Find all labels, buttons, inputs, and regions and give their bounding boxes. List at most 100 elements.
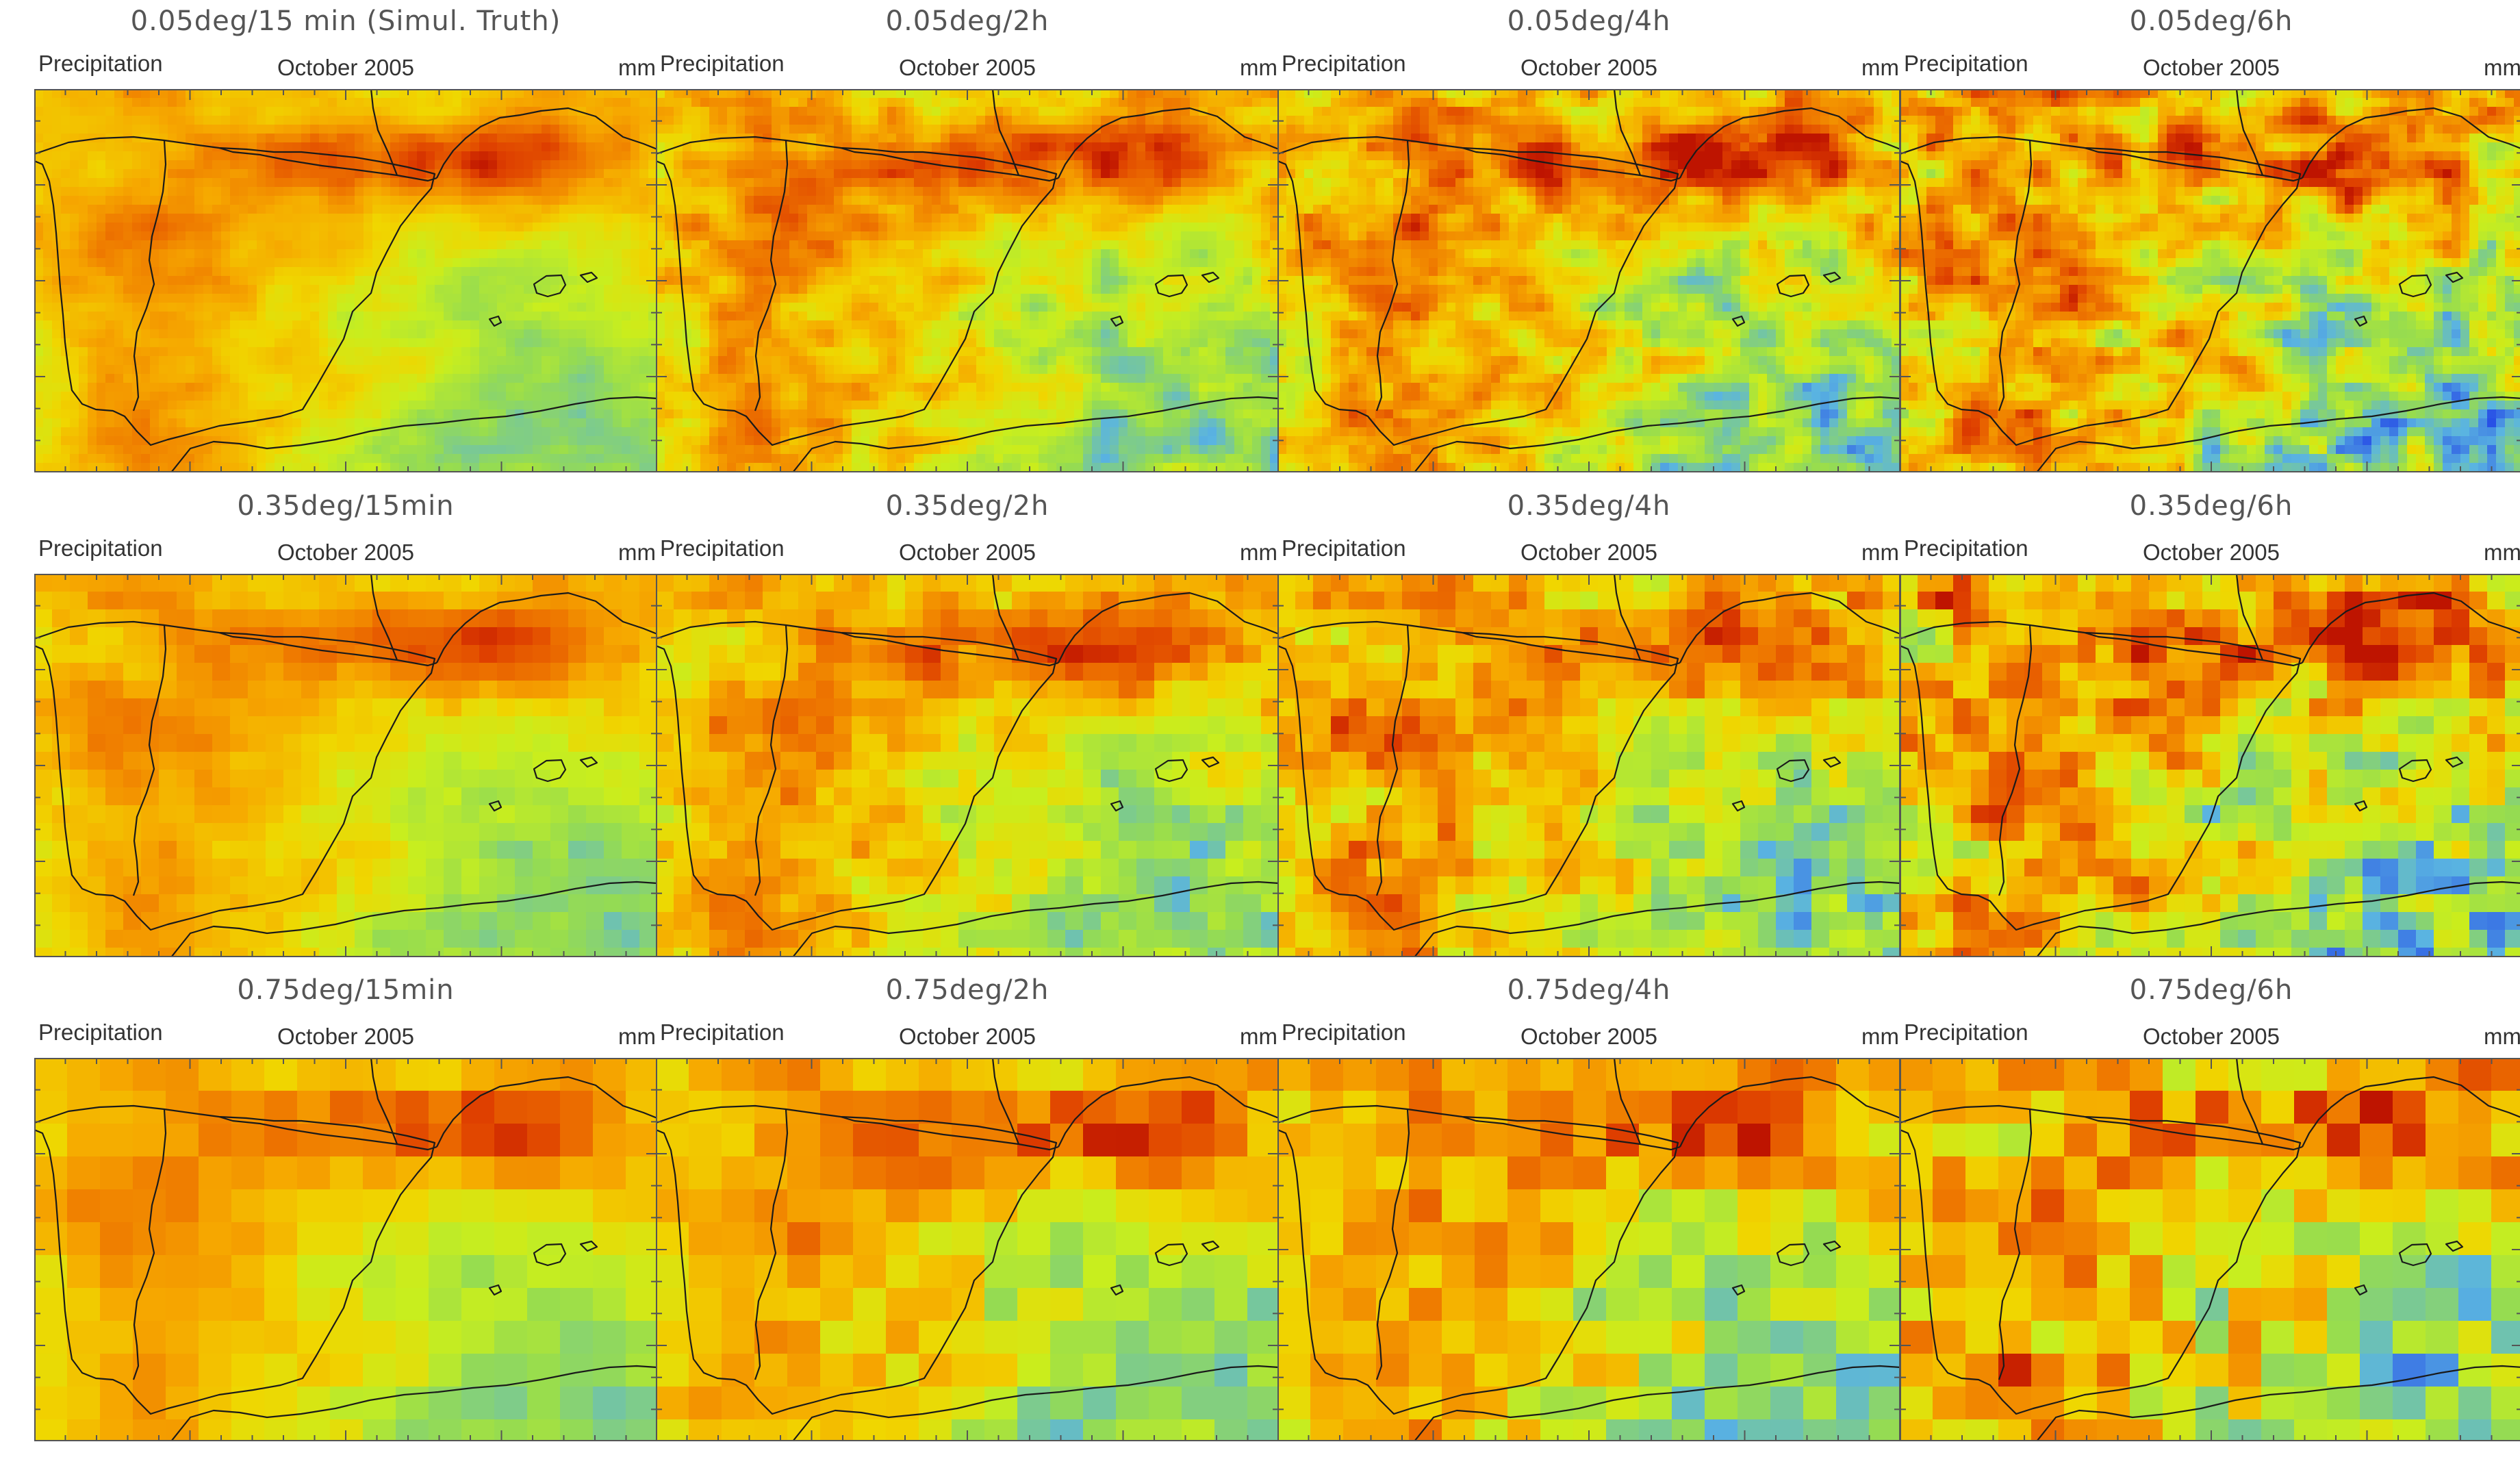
panel-subtitle-row: Precipitation October 2005 mm [656,535,1279,566]
panel-subtitle-row: Precipitation October 2005 mm [34,535,657,566]
variable-label: Precipitation [660,1020,785,1045]
precipitation-map [1277,89,1900,472]
balearic-mallorca [2398,1243,2432,1267]
variable-label: Precipitation [38,1020,163,1045]
france-coast [1679,592,1900,663]
balearic-mallorca [533,274,567,298]
map-panel: 0.75deg/6h Precipitation October 2005 mm [1900,969,2520,1452]
panel-title: 0.05deg/2h [885,5,1049,37]
map-svg [34,1058,657,1441]
peninsula-coastline [1277,620,1679,931]
precipitation-map [1900,89,2520,472]
france-border-north [1613,574,1642,661]
peninsula-coastline [34,1104,436,1415]
period-label: October 2005 [1520,540,1657,565]
balearic-mallorca [533,1243,567,1267]
france-border-north [991,89,1020,176]
map-panel: 0.35deg/6h Precipitation October 2005 mm [1900,485,2520,967]
balearic-menorca [1201,756,1220,768]
coastlines [1900,1058,2520,1441]
panel-title: 0.35deg/15min [237,490,455,522]
africa-coast [792,396,1279,472]
panel-subtitle-row: Precipitation October 2005 mm [1277,1020,1900,1050]
precip-raster [1277,1058,1900,1441]
portugal-border [132,1109,167,1380]
precip-raster [1277,574,1900,957]
panel-title: 0.05deg/6h [2129,5,2293,37]
variable-label: Precipitation [660,535,785,561]
coastlines [34,89,657,472]
france-border-north [2235,574,2264,661]
pyrenees-border [840,631,1059,667]
map-panel: 0.05deg/2h Precipitation October 2005 mm [656,0,1279,483]
africa-coast [170,881,657,957]
balearic-menorca [2445,756,2464,768]
africa-coast [170,1365,657,1441]
balearic-mallorca [1154,1243,1188,1267]
precip-raster [1277,89,1900,472]
variable-label: Precipitation [1282,535,1406,561]
variable-label: Precipitation [1282,1020,1406,1045]
france-border-north [991,1058,1020,1145]
variable-label: Precipitation [1282,51,1406,76]
period-label: October 2005 [899,540,1036,565]
africa-coast [792,881,1279,957]
axis-ticks [34,89,657,472]
precip-raster [34,574,657,957]
portugal-border [1998,624,2033,896]
africa-coast [2036,396,2520,472]
period-label: October 2005 [2143,1024,2280,1049]
peninsula-coastline [656,1104,1058,1415]
precip-raster [1900,574,2520,957]
balearic-menorca [579,1240,598,1252]
precip-raster [656,1058,1279,1441]
france-coast [1679,1076,1900,1148]
precipitation-map [1900,574,2520,957]
map-svg [656,574,1279,957]
map-panel: 0.35deg/15min Precipitation October 2005 mm [34,485,657,967]
portugal-border [1375,1109,1410,1380]
unit-label: mm [1240,540,1277,565]
axis-ticks [656,1058,1279,1441]
period-label: October 2005 [1520,55,1657,80]
balearic-ibiza [2354,1284,2368,1296]
precip-raster [1900,1058,2520,1441]
map-svg [34,89,657,472]
france-coast [2302,107,2520,179]
coastlines [656,89,1279,472]
balearic-ibiza [488,315,502,327]
balearic-mallorca [2398,274,2432,298]
balearic-mallorca [1776,1243,1810,1267]
precipitation-map [34,574,657,957]
africa-coast [792,1365,1279,1441]
coastlines [1277,1058,1900,1441]
coastlines [656,574,1279,957]
map-svg [1900,89,2520,472]
unit-label: mm [2484,540,2520,565]
period-label: October 2005 [277,540,414,565]
balearic-mallorca [533,759,567,783]
pyrenees-border [218,147,437,182]
map-svg [1277,1058,1900,1441]
panel-title: 0.75deg/6h [2129,974,2293,1006]
precipitation-map [656,89,1279,472]
peninsula-coastline [1277,1104,1679,1415]
france-border-north [991,574,1020,661]
peninsula-coastline [34,620,436,931]
unit-label: mm [2484,55,2520,80]
period-label: October 2005 [899,1024,1036,1049]
peninsula-coastline [1900,1104,2302,1415]
panel-title: 0.75deg/4h [1507,974,1671,1006]
portugal-border [754,624,789,896]
unit-label: mm [618,540,656,565]
unit-label: mm [1861,55,1899,80]
africa-coast [1414,396,1900,472]
coastlines [34,1058,657,1441]
map-panel: 0.75deg/15min Precipitation October 2005 mm [34,969,657,1452]
balearic-mallorca [1154,759,1188,783]
precip-raster [1900,89,2520,472]
axis-ticks [1277,574,1900,957]
period-label: October 2005 [277,1024,414,1049]
panel-title: 0.35deg/2h [885,490,1049,522]
